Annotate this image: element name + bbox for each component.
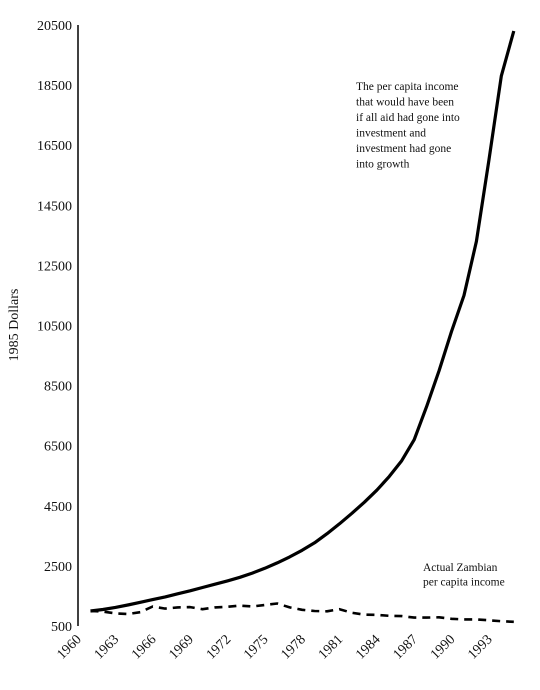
x-tick-label: 1981 [316,632,346,662]
y-tick-label: 6500 [44,440,72,455]
series-line-actual [90,602,514,624]
series-layer [90,30,516,624]
y-tick-label: 500 [51,620,72,635]
x-tick-label: 1978 [279,632,309,662]
annotations: The per capita income that would have bee… [356,81,505,589]
y-tick-label: 18500 [37,79,72,94]
x-tick-label: 1993 [465,632,495,662]
x-tick-label: 1984 [353,632,383,662]
x-tick-label: 1990 [428,632,458,662]
x-tick-label: 1972 [204,632,234,662]
x-tick-label: 1987 [391,632,421,662]
x-tick-label: 1975 [241,632,271,662]
x-tick-label: 1960 [54,632,84,662]
y-tick-label: 8500 [44,380,72,395]
y-tick-label: 10500 [37,320,72,335]
y-axis-label: 1985 Dollars [7,289,22,362]
y-tick-labels: 500 2500 4500 6500 8500 10500 12500 14500 16500 1… [37,19,72,635]
y-tick-label: 16500 [37,139,72,154]
y-tick-label: 12500 [37,259,72,274]
x-tick-label: 1966 [129,632,159,662]
x-tick-label: 1963 [92,632,122,662]
y-tick-label: 14500 [37,199,72,214]
y-tick-label: 20500 [37,19,72,34]
x-tick-label: 1969 [166,632,196,662]
annotation-hypothetical: The per capita income that would have bee… [356,81,460,171]
y-tick-label: 4500 [44,500,72,515]
y-tick-label: 2500 [44,560,72,575]
annotation-actual: Actual Zambian per capita income [423,562,505,589]
series-line-hypothetical [90,30,516,613]
x-tick-labels: 1960 1963 1966 1969 1972 1975 1978 1981 1984 1987… [54,632,495,662]
